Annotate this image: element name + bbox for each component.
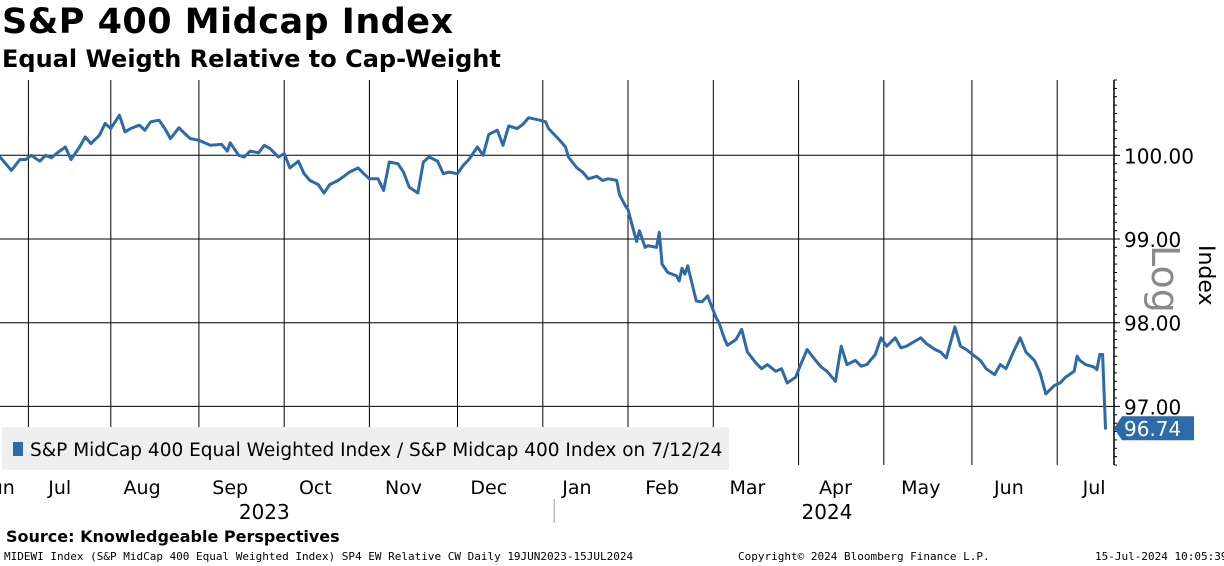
x-tick-label: Oct bbox=[299, 477, 332, 499]
x-tick-label: Jun bbox=[0, 477, 15, 499]
x-tick-label: Dec bbox=[470, 477, 507, 499]
y-tick-label: 98.00 bbox=[1124, 312, 1181, 336]
y-tick-label: 97.00 bbox=[1124, 395, 1181, 419]
x-tick-label: Jul bbox=[1082, 477, 1106, 499]
legend-box bbox=[2, 427, 729, 470]
last-value-label: 96.74 bbox=[1124, 417, 1181, 441]
x-tick-label: Aug bbox=[124, 477, 161, 499]
x-tick-label: Jul bbox=[47, 477, 71, 499]
x-tick-label: Sep bbox=[212, 477, 248, 499]
footer-ticker-info: MIDEWI Index (S&P MidCap 400 Equal Weigh… bbox=[4, 550, 634, 563]
x-tick-label: Nov bbox=[385, 477, 422, 499]
last-value-tag bbox=[1114, 416, 1194, 441]
x-tick-label: Feb bbox=[645, 477, 679, 499]
x-tick-label: Jun bbox=[993, 477, 1024, 499]
log-scale-label: Log bbox=[1143, 245, 1187, 313]
footer-copyright: Copyright© 2024 Bloomberg Finance L.P. bbox=[738, 550, 990, 563]
footer-timestamp: 15-Jul-2024 10:05:39 bbox=[1095, 550, 1224, 563]
legend-label: S&P MidCap 400 Equal Weighted Index / S&… bbox=[30, 440, 722, 461]
source-note: Source: Knowledgeable Perspectives bbox=[6, 527, 340, 546]
x-tick-label: Mar bbox=[729, 477, 765, 499]
x-tick-label: Apr bbox=[819, 477, 852, 499]
x-year-label: 2024 bbox=[802, 500, 853, 524]
y-tick-label: 100.00 bbox=[1124, 144, 1194, 168]
chart-title: S&P 400 Midcap Index bbox=[2, 2, 454, 42]
x-year-label: 2023 bbox=[239, 500, 290, 524]
x-tick-label: May bbox=[901, 477, 940, 499]
y-axis-label: Index bbox=[1193, 245, 1218, 306]
series-line bbox=[0, 113, 1107, 430]
y-tick-label: 99.00 bbox=[1124, 228, 1181, 252]
chart-subtitle: Equal Weigth Relative to Cap-Weight bbox=[2, 45, 501, 73]
legend-swatch bbox=[13, 442, 23, 456]
x-tick-label: Jan bbox=[561, 477, 591, 499]
